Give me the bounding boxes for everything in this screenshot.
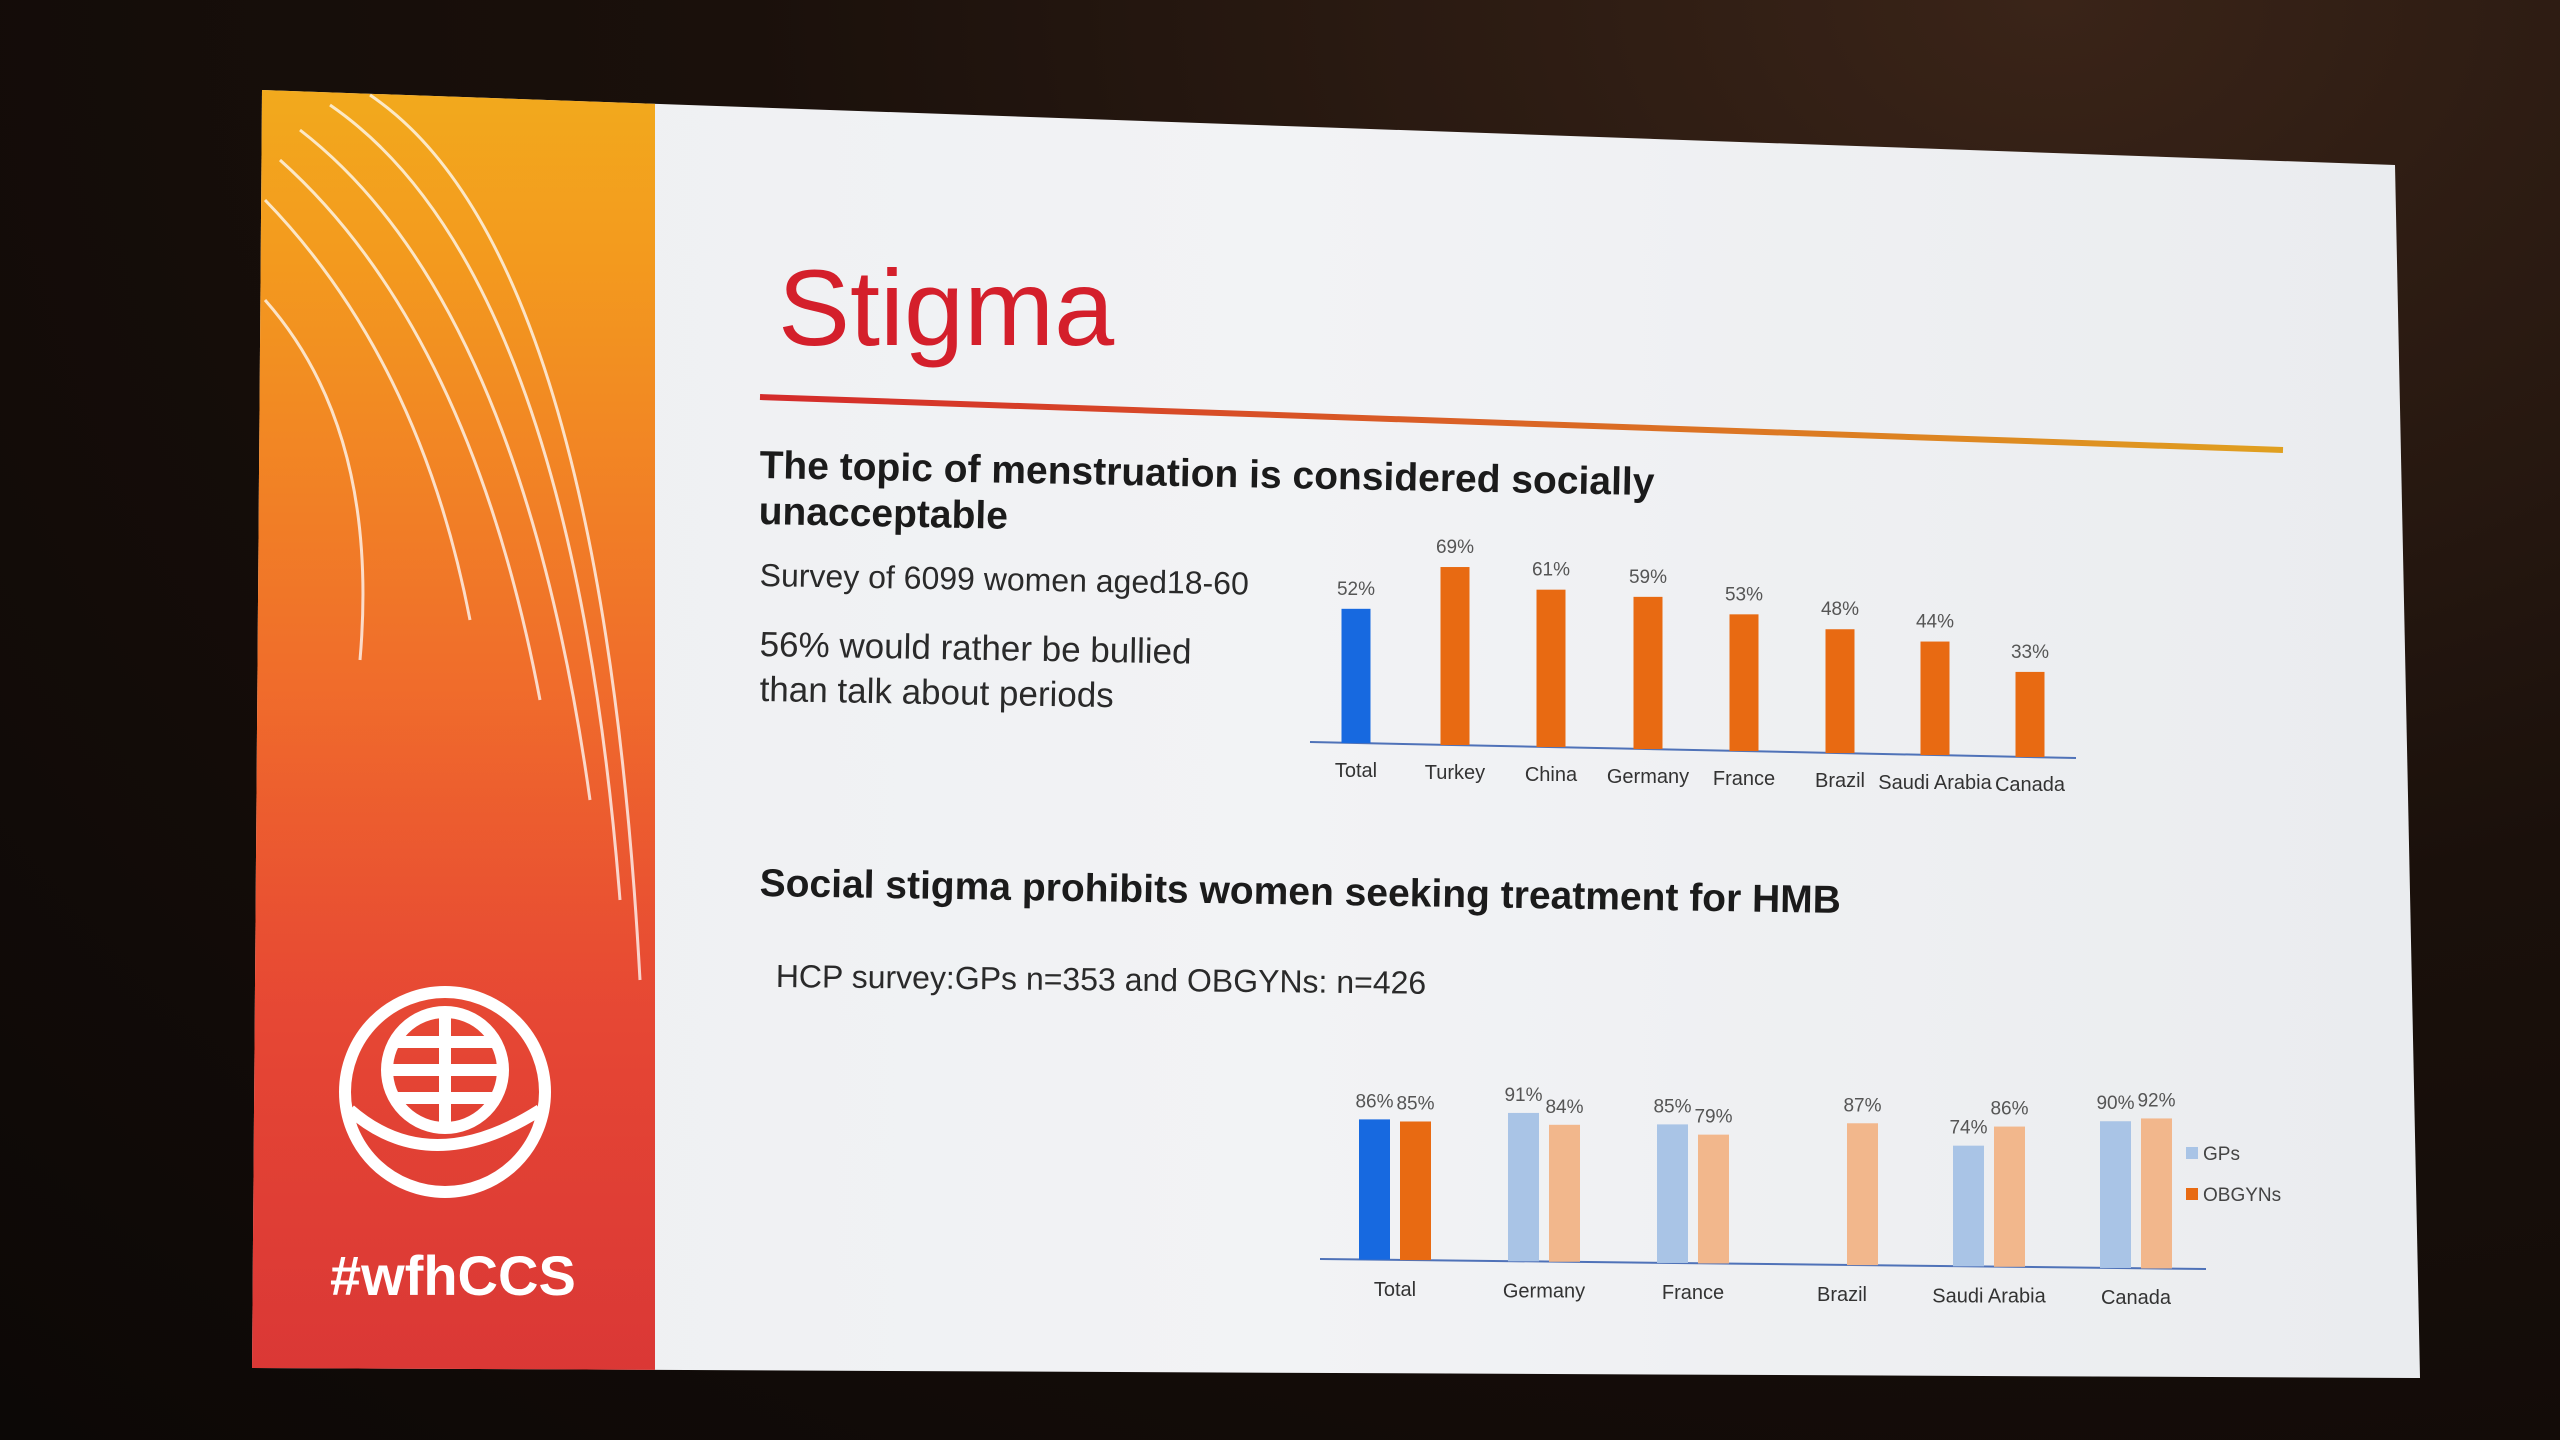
chart1-tick-label: China bbox=[1525, 764, 1578, 786]
chart1-data-label: 48% bbox=[1821, 599, 1859, 620]
chart2-data-label: 87% bbox=[1843, 1095, 1881, 1116]
chart2-bar-gps bbox=[1953, 1145, 1984, 1267]
chart1-bar bbox=[1920, 641, 1950, 756]
chart2-tick-label: Saudi Arabia bbox=[1932, 1286, 2046, 1308]
chart2-legend-label: GPs bbox=[2203, 1144, 2240, 1165]
chart2-data-label: 86% bbox=[1355, 1091, 1393, 1112]
chart2-bar-gps bbox=[1359, 1119, 1390, 1260]
chart1-bar bbox=[1536, 589, 1566, 748]
chart2-bar-obgyns bbox=[1847, 1123, 1878, 1266]
chart2-legend-swatch bbox=[2186, 1188, 2198, 1200]
chart2-data-label: 92% bbox=[2137, 1090, 2175, 1111]
chart1-data-label: 33% bbox=[2011, 642, 2049, 663]
chart2-tick-label: Canada bbox=[2101, 1287, 2172, 1309]
chart1-bar bbox=[1440, 567, 1470, 746]
chart2-bar-gps bbox=[2100, 1121, 2131, 1268]
hashtag: #wfhCCS bbox=[330, 1244, 576, 1307]
slide-title: Stigma bbox=[778, 247, 1115, 368]
chart2-legend-label: OBGYNs bbox=[2203, 1185, 2281, 1206]
chart1-axis-line bbox=[1309, 741, 2077, 759]
chart2-bar-obgyns bbox=[1994, 1126, 2025, 1267]
chart2-data-label: 85% bbox=[1653, 1096, 1691, 1117]
chart2-bar-obgyns bbox=[2141, 1118, 2172, 1269]
chart2-tick-label: Total bbox=[1374, 1279, 1416, 1301]
chart2-bar-gps bbox=[1508, 1112, 1539, 1262]
chart2-bar-obgyns bbox=[1400, 1121, 1431, 1261]
chart1-bar bbox=[1341, 608, 1371, 743]
chart1-data-label: 69% bbox=[1436, 537, 1474, 558]
chart1-tick-label: Saudi Arabia bbox=[1878, 772, 1992, 794]
chart1-tick-label: Turkey bbox=[1425, 762, 1485, 784]
chart2-data-label: 85% bbox=[1396, 1093, 1434, 1114]
chart2-bar-gps bbox=[1657, 1124, 1688, 1263]
chart1-data-label: 52% bbox=[1337, 579, 1375, 600]
chart1-tick-label: Canada bbox=[1995, 774, 2066, 796]
chart1-bar bbox=[1729, 614, 1759, 752]
chart2-data-label: 79% bbox=[1694, 1107, 1732, 1128]
chart2-data-label: 86% bbox=[1990, 1099, 2028, 1120]
chart2-data-label: 90% bbox=[2096, 1093, 2134, 1114]
chart1-tick-label: France bbox=[1713, 768, 1775, 790]
chart1-bar bbox=[2015, 671, 2045, 758]
chart1-tick-label: Germany bbox=[1607, 766, 1689, 788]
chart1-tick-label: Total bbox=[1335, 760, 1377, 782]
chart1-data-label: 61% bbox=[1532, 560, 1570, 581]
chart2-data-label: 74% bbox=[1949, 1118, 1987, 1139]
chart2-tick-label: France bbox=[1662, 1282, 1724, 1304]
chart1-data-label: 44% bbox=[1916, 612, 1954, 633]
chart1-data-label: 53% bbox=[1725, 584, 1763, 605]
chart1-data-label: 59% bbox=[1629, 567, 1667, 588]
chart1-bar bbox=[1825, 629, 1855, 754]
chart2-data-label: 91% bbox=[1504, 1085, 1542, 1106]
chart2-axis-line bbox=[1319, 1258, 2207, 1270]
chart1-bar bbox=[1633, 596, 1663, 750]
chart2-legend-swatch bbox=[2186, 1147, 2198, 1159]
chart2-data-label: 84% bbox=[1545, 1097, 1583, 1118]
chart1-tick-label: Brazil bbox=[1815, 770, 1865, 792]
chart2-tick-label: Brazil bbox=[1817, 1284, 1867, 1306]
chart2-bar-obgyns bbox=[1549, 1124, 1580, 1262]
globe-hand-icon bbox=[339, 986, 551, 1198]
chart2-tick-label: Germany bbox=[1503, 1281, 1585, 1303]
chart2-bar-obgyns bbox=[1698, 1134, 1729, 1264]
